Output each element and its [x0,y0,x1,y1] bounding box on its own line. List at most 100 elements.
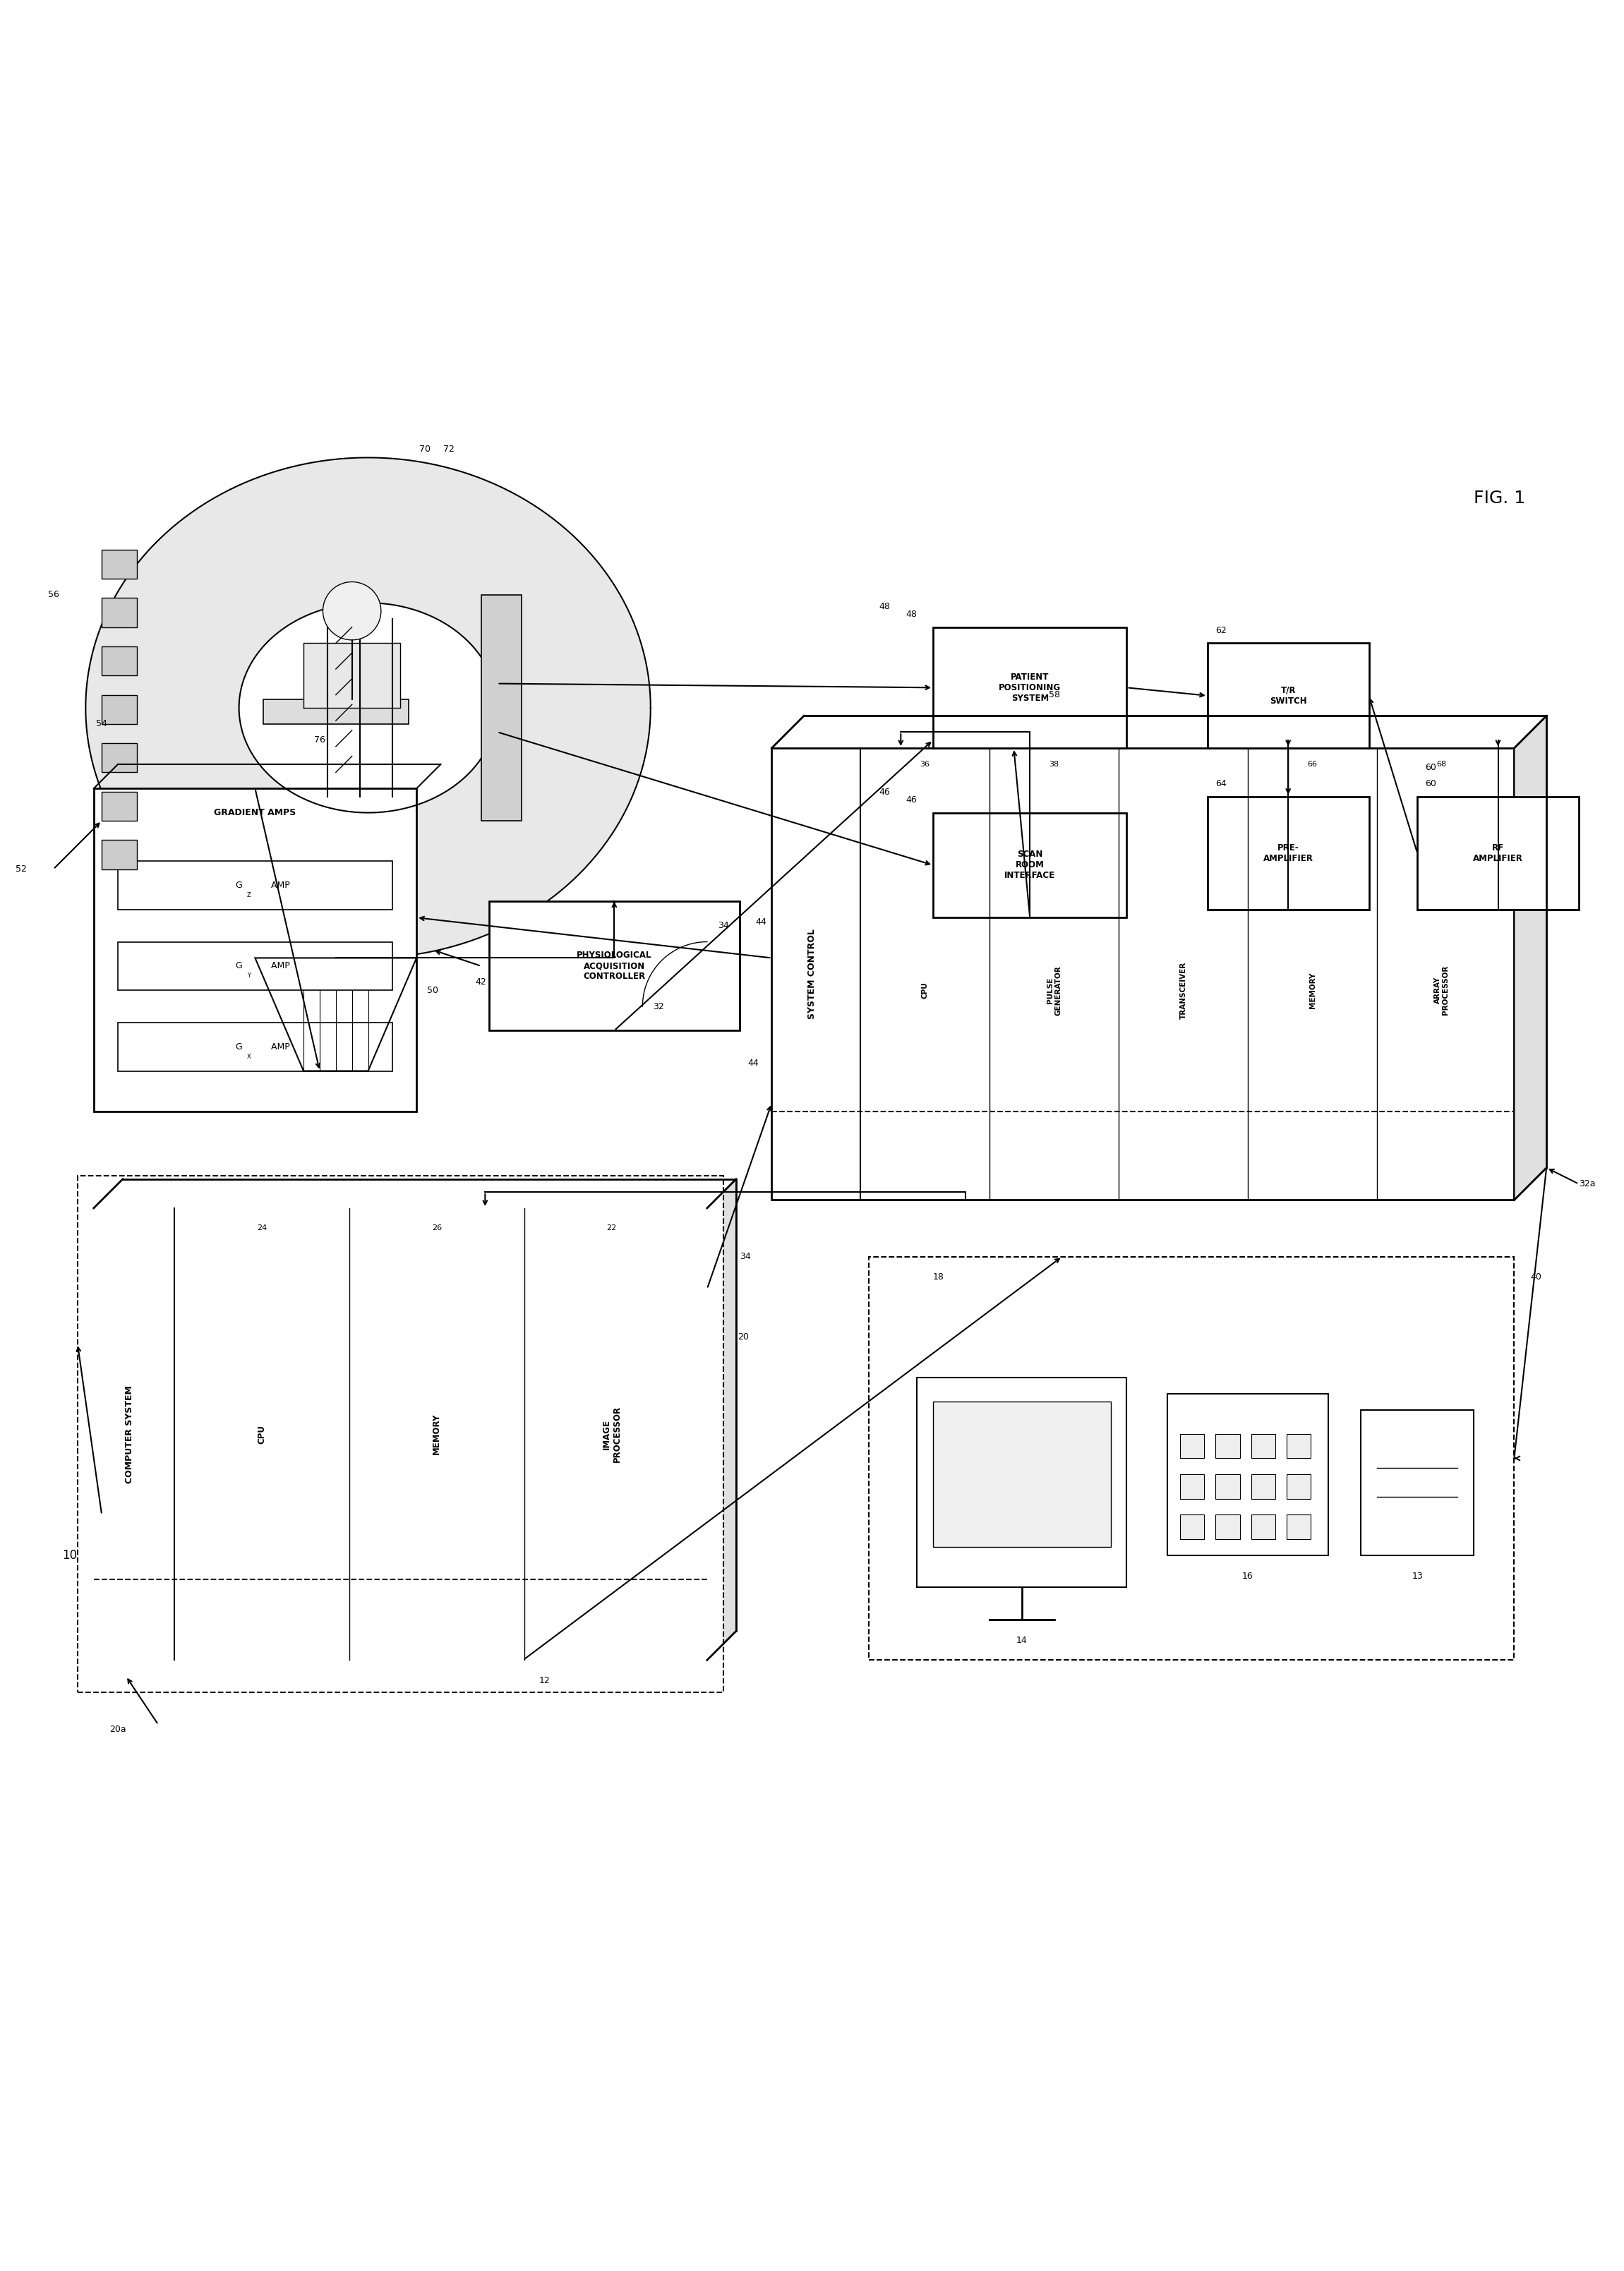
Text: PRE-
AMPLIFIER: PRE- AMPLIFIER [1263,843,1314,863]
Text: G: G [235,961,242,970]
Text: MEMORY: MEMORY [1309,972,1315,1008]
Bar [1215,1433,1239,1458]
Circle shape [323,581,382,640]
Text: 44: 44 [747,1058,758,1067]
Text: GRADIENT AMPS: GRADIENT AMPS [214,808,296,818]
Bar [934,1401,1111,1547]
Polygon shape [1514,715,1546,1199]
Text: 48: 48 [879,602,890,611]
Bar [102,647,138,674]
Text: PHYSIOLOGICAL
ACQUISITION
CONTROLLER: PHYSIOLOGICAL ACQUISITION CONTROLLER [577,952,651,981]
Text: CPU: CPU [921,981,929,999]
Text: TRANSCEIVER: TRANSCEIVER [1179,961,1187,1020]
Text: 68: 68 [1437,761,1447,768]
Text: 12: 12 [539,1676,551,1685]
Text: 58: 58 [1049,690,1060,699]
Text: AMP: AMP [268,881,289,890]
Bar [102,840,138,870]
Bar [1250,1515,1275,1540]
Text: IMAGE
PROCESSOR: IMAGE PROCESSOR [601,1406,622,1463]
Bar [102,695,138,724]
Text: ARRAY
PROCESSOR: ARRAY PROCESSOR [1434,965,1449,1015]
Text: Z: Z [247,893,252,899]
Text: 46: 46 [906,795,918,804]
Bar [1286,1433,1311,1458]
Text: 46: 46 [879,788,890,797]
Bar [1168,1394,1328,1556]
Text: 44: 44 [755,917,767,927]
Text: Y: Y [247,972,250,979]
Text: 20: 20 [737,1333,749,1342]
Bar [1361,1410,1475,1556]
Text: FIG. 1: FIG. 1 [1475,491,1525,506]
Text: 38: 38 [1049,761,1059,768]
Text: PULSE
GENERATOR: PULSE GENERATOR [1046,965,1062,1015]
Text: 24: 24 [257,1224,266,1231]
Bar [94,788,416,1111]
Text: 64: 64 [1215,779,1226,788]
Bar [102,597,138,627]
Text: 18: 18 [934,1272,944,1281]
Bar [934,813,1127,917]
Bar [1250,1433,1275,1458]
Text: MEMORY: MEMORY [432,1413,442,1456]
Bar [78,1176,723,1692]
Bar [1286,1474,1311,1499]
Text: RF
AMPLIFIER: RF AMPLIFIER [1473,843,1523,863]
Text: T/R
SWITCH: T/R SWITCH [1270,686,1307,706]
Polygon shape [706,1179,736,1660]
Text: 34: 34 [718,922,729,931]
Text: 32: 32 [653,1002,664,1011]
Text: AMP: AMP [268,1042,289,1051]
Bar [869,1256,1514,1660]
Bar [489,902,739,1031]
Text: 26: 26 [432,1224,442,1231]
Text: 56: 56 [47,590,58,600]
Text: CPU: CPU [257,1424,266,1444]
Text: COMPUTER SYSTEM: COMPUTER SYSTEM [125,1385,133,1483]
Text: 22: 22 [606,1224,617,1231]
Text: 20a: 20a [110,1724,127,1733]
Bar [102,743,138,772]
Text: G: G [235,881,242,890]
Bar [481,595,521,820]
Text: 60: 60 [1426,779,1437,788]
Text: AMP: AMP [268,961,289,970]
Text: 48: 48 [906,611,918,620]
Bar [94,1208,706,1660]
Text: 34: 34 [739,1251,750,1260]
Text: 42: 42 [476,977,487,988]
Text: 60: 60 [1426,763,1437,772]
Bar [1181,1474,1205,1499]
Bar [1250,1474,1275,1499]
Text: 14: 14 [1017,1635,1028,1644]
Text: 54: 54 [96,720,107,729]
Text: 13: 13 [1411,1572,1423,1581]
Text: 72: 72 [443,445,455,454]
Text: PATIENT
POSITIONING
SYSTEM: PATIENT POSITIONING SYSTEM [999,672,1060,702]
Bar [102,793,138,820]
Text: 66: 66 [1307,761,1317,768]
Text: 62: 62 [1215,627,1226,636]
Text: 16: 16 [1242,1572,1254,1581]
Bar [1208,643,1369,747]
Text: 70: 70 [419,445,430,454]
Bar [1181,1433,1205,1458]
Bar [1418,797,1579,908]
Text: 52: 52 [16,865,26,874]
Text: 50: 50 [427,986,438,995]
Text: 40: 40 [1530,1272,1541,1281]
Bar [1286,1515,1311,1540]
Bar [119,942,393,990]
Text: 32a: 32a [1579,1179,1595,1188]
Text: 10: 10 [62,1549,76,1562]
Text: 36: 36 [921,761,931,768]
Text: X: X [247,1054,252,1061]
Bar [263,699,409,724]
Bar [1215,1474,1239,1499]
Bar [119,861,393,908]
Text: 76: 76 [313,736,325,745]
Bar [1181,1515,1205,1540]
Bar [918,1378,1127,1587]
Text: SCAN
ROOM
INTERFACE: SCAN ROOM INTERFACE [1005,849,1056,881]
